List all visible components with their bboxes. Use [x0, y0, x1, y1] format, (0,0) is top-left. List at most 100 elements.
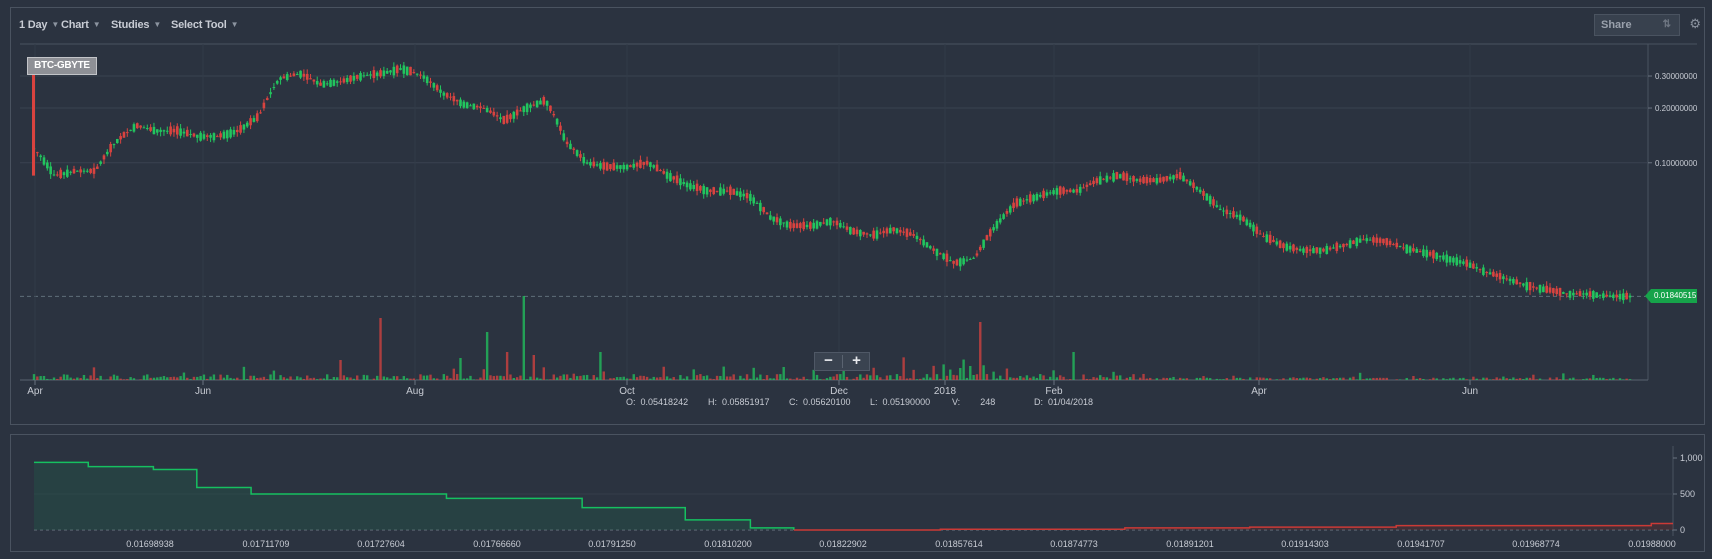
candle-body: [159, 129, 162, 132]
candle-body: [1608, 295, 1612, 297]
depth-x-label: 0.01810200: [704, 539, 752, 549]
candle-body: [652, 165, 656, 168]
gear-icon[interactable]: ⚙: [1689, 16, 1701, 31]
date-label: D:: [1034, 397, 1043, 407]
volume-bar: [139, 379, 142, 380]
volume-bar: [1202, 376, 1205, 380]
volume-bar: [1492, 379, 1495, 380]
candle-body: [932, 248, 935, 251]
volume-bar: [575, 376, 579, 380]
volume-bar: [999, 375, 1002, 380]
candle-body: [822, 222, 825, 224]
candle-body: [622, 164, 626, 170]
volume-bar: [942, 364, 945, 380]
candle-body: [1548, 287, 1552, 293]
zoom-out-button[interactable]: −: [824, 352, 833, 369]
volume-bar: [399, 379, 402, 380]
candle-body: [392, 66, 396, 76]
candle-body: [155, 129, 159, 133]
share-button[interactable]: Share ⇅: [1594, 14, 1680, 36]
zoom-in-button[interactable]: +: [852, 352, 861, 369]
studies-menu-label: Studies: [111, 19, 150, 31]
candle-body: [872, 230, 875, 239]
volume-bar: [789, 378, 792, 380]
candle-body: [819, 221, 822, 226]
volume-bar: [1535, 379, 1538, 380]
chart-menu[interactable]: Chart ▼: [61, 19, 101, 31]
depth-chart[interactable]: 1,000 500 0 0.01698938 0.01711709 0.01727604 0…: [0, 434, 1712, 559]
candle-body: [222, 131, 226, 139]
candle-body: [532, 104, 536, 106]
candle-body: [789, 222, 792, 229]
candle-body: [832, 221, 835, 223]
volume-bar: [652, 376, 655, 380]
candle-body: [419, 74, 422, 76]
volume-bar: [579, 375, 582, 380]
candle-body: [875, 230, 879, 239]
candle-body: [422, 75, 426, 79]
candle-body: [815, 221, 819, 229]
volume-bar: [92, 367, 96, 380]
select-tool-menu[interactable]: Select Tool ▼: [171, 19, 239, 31]
price-chart[interactable]: 0.30000000 0.20000000 0.10000000 Apr Jun Aug O…: [0, 0, 1712, 430]
candle-body: [569, 143, 572, 150]
depth-x-label: 0.01968774: [1512, 539, 1560, 549]
volume-bar: [952, 374, 955, 380]
candle-body: [1292, 244, 1295, 252]
candle-body: [56, 174, 59, 176]
candle-body: [1408, 246, 1412, 253]
candle-body: [1058, 186, 1062, 195]
candle-body: [729, 186, 732, 195]
volume-bar: [46, 378, 49, 380]
candle-body: [1075, 188, 1079, 193]
candle-body: [1552, 288, 1555, 294]
candle-body: [1308, 249, 1312, 252]
volume-bar: [162, 376, 166, 380]
volume-bar: [742, 378, 745, 380]
volume-bar: [915, 379, 919, 380]
candle-body: [382, 70, 386, 77]
volume-bar: [259, 377, 262, 380]
candle-body: [405, 66, 409, 76]
candle-body: [1262, 235, 1265, 237]
candle-body: [99, 161, 102, 164]
share-label: Share: [1601, 19, 1632, 31]
volume-bar: [1049, 376, 1052, 380]
candle-body: [705, 187, 709, 195]
candle-body: [205, 135, 209, 137]
candle-body: [559, 125, 562, 131]
volume-bar: [279, 375, 282, 380]
candle-body: [59, 169, 62, 178]
low-label: L:: [870, 397, 878, 407]
candle-body: [642, 161, 646, 165]
volume-bar: [1265, 378, 1269, 380]
volume-bar: [1029, 377, 1032, 380]
candle-body: [442, 92, 446, 96]
volume-bar: [865, 374, 869, 380]
studies-menu[interactable]: Studies ▼: [111, 19, 161, 31]
candle-body: [1298, 248, 1302, 251]
candle-body: [1088, 183, 1092, 186]
volume-bar: [672, 377, 675, 380]
volume-bar: [86, 378, 89, 380]
candle-body: [1475, 267, 1479, 269]
candle-body: [965, 259, 969, 261]
volume-bar: [1288, 377, 1292, 380]
volume-bar: [622, 376, 625, 380]
candle-body: [579, 154, 582, 158]
depth-x-label: 0.01857614: [935, 539, 983, 549]
volume-bar: [719, 375, 722, 380]
candle-body: [812, 222, 815, 229]
candle-body: [335, 81, 339, 83]
volume-bar: [779, 374, 782, 380]
time-tick-label: Feb: [1045, 386, 1063, 397]
candle-body: [109, 143, 112, 153]
candle-body: [609, 164, 612, 170]
interval-menu[interactable]: 1 Day ▼: [19, 19, 59, 31]
volume-bar: [352, 378, 356, 380]
volume-bar: [462, 378, 466, 380]
volume-bar: [69, 377, 72, 380]
candle-body: [725, 190, 729, 192]
volume-bar: [286, 378, 289, 380]
volume-bar: [509, 374, 512, 380]
